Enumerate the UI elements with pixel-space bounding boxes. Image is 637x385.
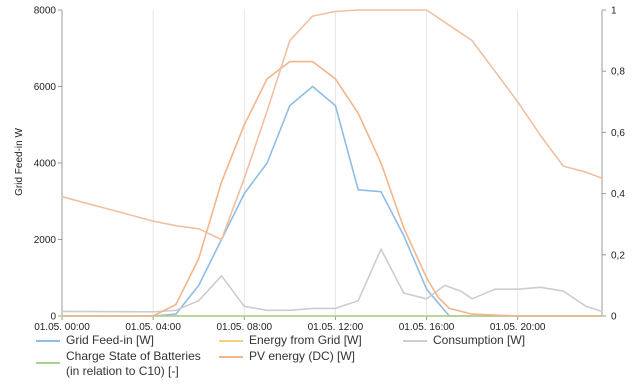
y2-tick-label: 0,2: [611, 250, 625, 261]
y2-tick-label: 0: [611, 312, 617, 323]
legend-item-charge-state: Charge State of Batteries (in relation t…: [36, 349, 201, 379]
series-line-5: [61, 9, 603, 241]
legend-label: Energy from Grid [W]: [249, 333, 362, 347]
legend-item-pv-energy: PV energy (DC) [W]: [219, 349, 355, 364]
y-axis-label: Grid Feed-in W: [14, 128, 25, 196]
legend-swatch: [403, 340, 427, 342]
series-line-0: [61, 85, 603, 317]
x-tick-label: 01.05. 12:00: [308, 322, 364, 333]
y-tick-label: 0: [50, 312, 56, 323]
legend-swatch: [36, 340, 60, 342]
series-line-4: [61, 60, 603, 317]
x-tick-label: 01.05. 04:00: [125, 322, 181, 333]
legend-item-grid-feed-in: Grid Feed-in [W]: [36, 333, 154, 348]
series-lines: [61, 9, 603, 317]
legend-swatch: [219, 356, 243, 358]
axes: [58, 9, 606, 320]
x-tick-label: 01.05. 16:00: [399, 322, 455, 333]
y2-tick-label: 0,6: [611, 128, 625, 139]
y2-tick-label: 0,4: [611, 189, 625, 200]
series-line-2: [61, 248, 603, 313]
legend-swatch: [219, 340, 243, 342]
grid-lines: [61, 10, 519, 316]
y-tick-label: 2000: [34, 235, 57, 246]
y-tick-label: 4000: [34, 159, 57, 170]
y2-tick-label: 0,8: [611, 67, 625, 78]
y-tick-label: 6000: [34, 82, 57, 93]
legend-item-energy-from-grid: Energy from Grid [W]: [219, 333, 362, 348]
legend-label: Charge State of Batteries (in relation t…: [66, 349, 201, 378]
legend-item-consumption: Consumption [W]: [403, 333, 525, 348]
y-tick-label: 8000: [34, 6, 57, 17]
legend-label: Consumption [W]: [433, 333, 526, 347]
legend-label: Grid Feed-in [W]: [66, 333, 155, 347]
legend-swatch: [36, 362, 60, 364]
x-tick-label: 01.05. 20:00: [490, 322, 546, 333]
y2-tick-label: 1: [611, 6, 617, 17]
legend: Grid Feed-in [W] Energy from Grid [W] Co…: [36, 333, 636, 383]
tick-labels: 0 2000 4000 6000 8000 0 0,2 0,4 0,6 0,8 1 01.05. 00…: [34, 6, 626, 334]
x-tick-label: 01.05. 08:00: [216, 322, 272, 333]
x-tick-label: 01.05. 00:00: [34, 322, 90, 333]
legend-label: PV energy (DC) [W]: [249, 349, 356, 363]
